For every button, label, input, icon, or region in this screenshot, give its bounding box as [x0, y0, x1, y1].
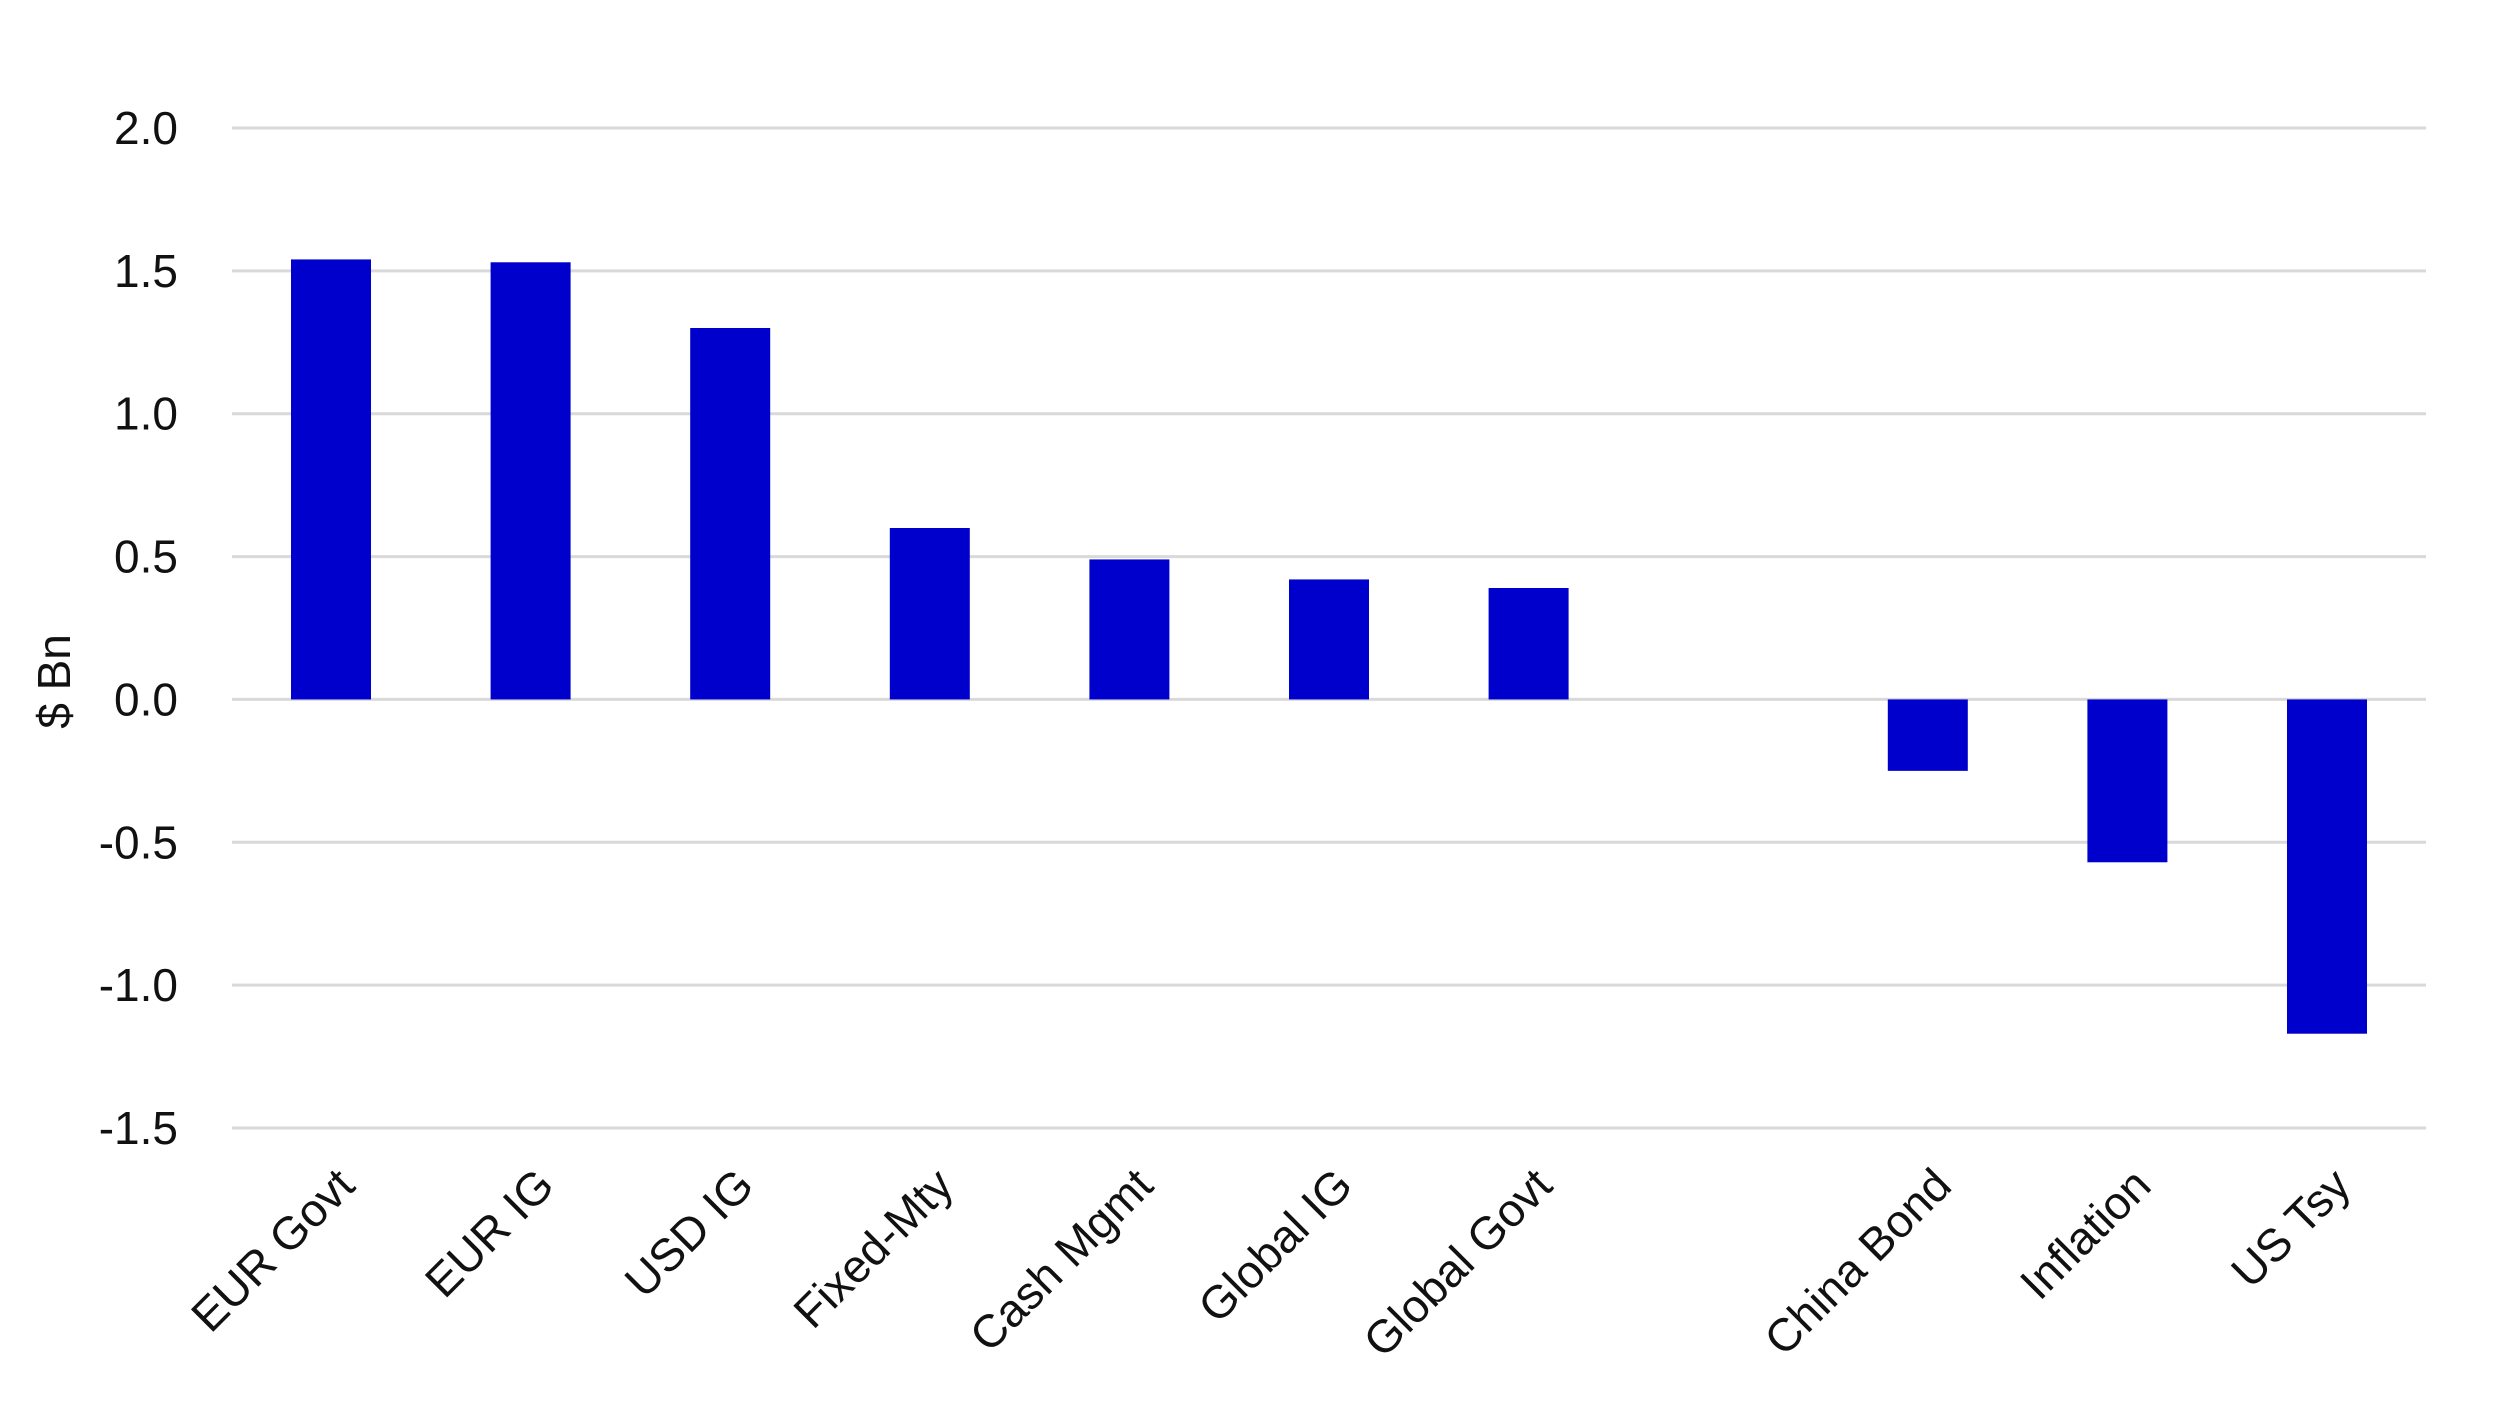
y-tick-label: -1.5 — [99, 1102, 178, 1154]
bar — [291, 259, 371, 700]
x-tick-label: Cash Mgmt — [959, 1158, 1162, 1361]
bar — [1887, 699, 1968, 771]
x-tick-label: EUR Govt — [181, 1158, 364, 1341]
x-tick-label: Fixed-Mty — [783, 1158, 963, 1338]
x-tick-label: USD IG — [614, 1158, 763, 1307]
bar — [889, 528, 970, 700]
bars — [291, 259, 2367, 1034]
y-tick-label: 1.5 — [114, 245, 178, 297]
y-tick-label: 1.0 — [114, 388, 178, 440]
bar — [2287, 699, 2367, 1034]
bar — [1289, 579, 1369, 700]
x-tick-label: Inflation — [2010, 1158, 2161, 1309]
x-tick-label: Global IG — [1188, 1158, 1362, 1332]
x-tick-label: Global Govt — [1353, 1158, 1562, 1367]
x-tick-label: EUR IG — [415, 1158, 564, 1307]
y-tick-label: 0.5 — [114, 531, 178, 583]
y-axis-ticks: 2.0 1.5 1.0 0.5 0.0 -0.5 -1.0 -1.5 — [99, 102, 178, 1154]
y-tick-label: -1.0 — [99, 959, 178, 1011]
x-tick-label: China Bond — [1754, 1158, 1961, 1365]
y-tick-label: -0.5 — [99, 816, 178, 868]
y-tick-label: 2.0 — [114, 102, 178, 154]
bar — [1089, 559, 1170, 700]
bar — [490, 262, 571, 700]
bar — [2087, 699, 2168, 863]
y-tick-label: 0.0 — [114, 673, 178, 725]
y-axis-label: $ Bn — [28, 634, 80, 729]
bar — [690, 328, 771, 700]
x-tick-label: US Tsy — [2221, 1158, 2360, 1297]
bar — [1488, 588, 1569, 700]
